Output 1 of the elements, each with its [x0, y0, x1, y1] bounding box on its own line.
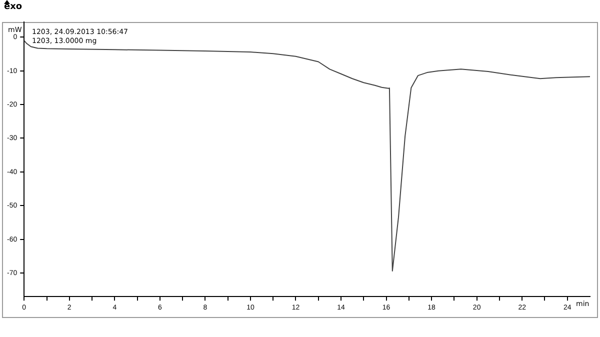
text: exo [4, 2, 22, 12]
